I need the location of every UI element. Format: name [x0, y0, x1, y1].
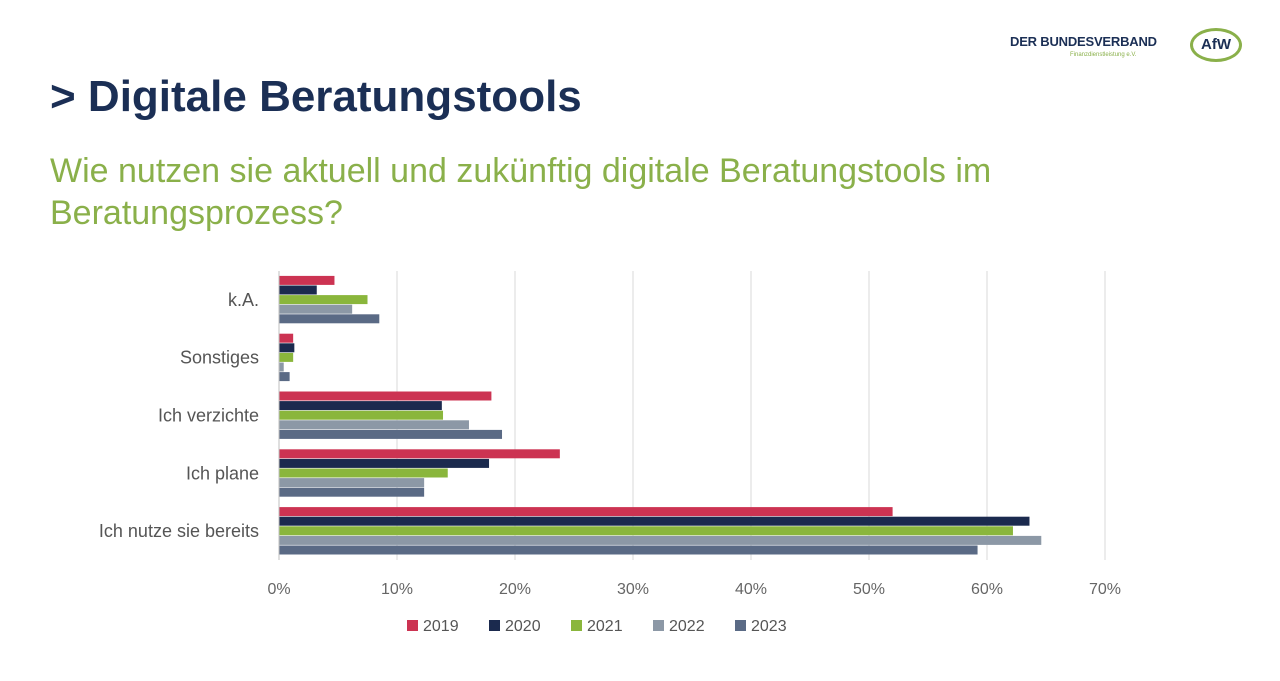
logo: DER BUNDESVERBAND Finanzdienstleistung e… [1010, 26, 1250, 70]
legend-label: 2020 [505, 618, 541, 635]
bar-2021 [279, 526, 1013, 536]
bar-2022 [279, 362, 284, 372]
x-tick-label: 60% [971, 581, 1003, 598]
legend-label: 2021 [587, 618, 623, 635]
x-tick-label: 20% [499, 581, 531, 598]
bar-2019 [279, 391, 492, 401]
legend-swatch [735, 620, 746, 631]
bar-2019 [279, 333, 294, 343]
bar-2019 [279, 275, 335, 285]
logo-subtext: Finanzdienstleistung e.V. [1070, 52, 1137, 58]
bar-2020 [279, 285, 317, 295]
legend-swatch [571, 620, 582, 631]
logo-text: DER BUNDESVERBAND [1010, 34, 1157, 49]
bar-2021 [279, 295, 368, 305]
category-label: Ich verzichte [158, 406, 259, 426]
page-subtitle: Wie nutzen sie aktuell und zukünftig dig… [50, 152, 992, 232]
legend-swatch [489, 620, 500, 631]
category-label: Sonstiges [180, 348, 259, 368]
bar-2023 [279, 545, 978, 555]
bar-2021 [279, 410, 444, 420]
x-tick-label: 50% [853, 581, 885, 598]
x-tick-label: 70% [1089, 581, 1121, 598]
x-tick-label: 0% [267, 581, 290, 598]
category-label: Ich nutze sie bereits [99, 521, 259, 541]
bar-2022 [279, 535, 1042, 545]
bar-2019 [279, 449, 560, 459]
x-tick-label: 30% [617, 581, 649, 598]
legend-label: 2023 [751, 618, 787, 635]
bar-2023 [279, 372, 290, 382]
legend-swatch [653, 620, 664, 631]
category-label: k.A. [228, 290, 259, 310]
bar-2020 [279, 516, 1030, 526]
bar-2022 [279, 478, 425, 488]
x-tick-label: 10% [381, 581, 413, 598]
bar-2023 [279, 314, 380, 324]
legend-label: 2022 [669, 618, 705, 635]
bar-2020 [279, 401, 442, 411]
bar-2020 [279, 458, 490, 468]
logo-mark: AfW [1190, 28, 1242, 62]
page-title: > Digitale Beratungstools [50, 72, 582, 121]
bar-2019 [279, 507, 893, 517]
bar-2021 [279, 468, 448, 478]
legend-label: 2019 [423, 618, 459, 635]
bar-2023 [279, 487, 425, 497]
bar-2022 [279, 420, 469, 430]
x-tick-label: 40% [735, 581, 767, 598]
legend-swatch [407, 620, 418, 631]
category-label: Ich plane [186, 463, 259, 483]
bar-2021 [279, 352, 294, 362]
bar-2020 [279, 343, 295, 353]
bar-2023 [279, 429, 503, 439]
bar-2022 [279, 304, 353, 314]
